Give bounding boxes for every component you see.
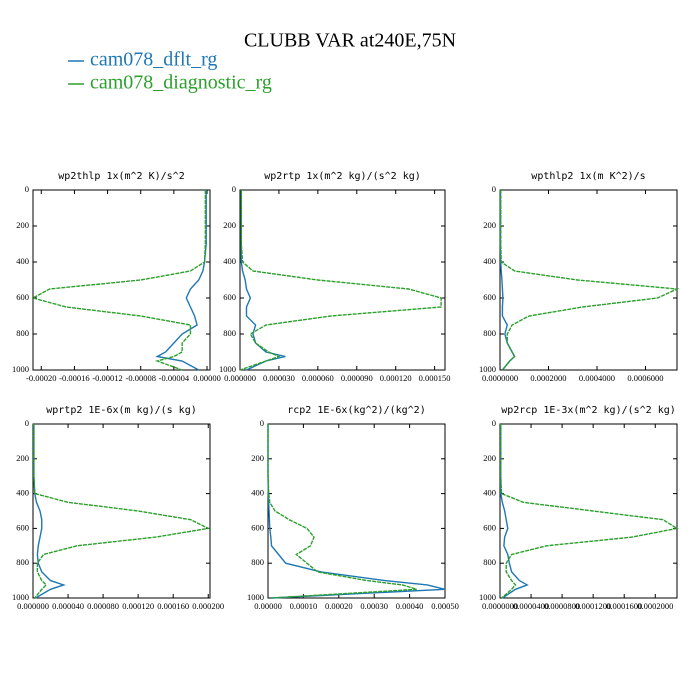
x-tick-label: 0.00020 (325, 601, 353, 611)
y-tick-label: 800 (16, 328, 29, 338)
plot-frame (499, 423, 678, 599)
y-tick-label: 1000 (479, 592, 496, 602)
x-tick-label: 0.000090 (341, 373, 373, 383)
y-tick-label: 200 (16, 220, 29, 230)
y-tick-label: 600 (483, 522, 496, 532)
y-tick-label: 400 (16, 488, 29, 498)
y-tick-label: 400 (16, 256, 29, 266)
x-tick-label: 0.000030 (263, 373, 295, 383)
profile-line (500, 190, 680, 371)
panel-title: wprtp2 1E-6x(m kg)/(s kg) (46, 405, 197, 416)
x-tick-label: -0.00004 (159, 373, 190, 383)
y-tick-label: 1000 (12, 364, 29, 374)
x-tick-label: 0.000060 (302, 373, 334, 383)
y-tick-label: 800 (483, 557, 496, 567)
panel-title: rcp2 1E-6x(kg^2)/(kg^2) (287, 405, 425, 416)
profile-line (500, 424, 679, 599)
x-tick-label: 0.0000400 (513, 601, 549, 611)
x-tick-label: 0.000150 (419, 373, 451, 383)
y-tick-label: 800 (223, 328, 236, 338)
profile-line (33, 424, 211, 599)
profile-line (31, 190, 207, 371)
y-tick-label: 0 (25, 418, 29, 428)
panel-title: wp2rcp 1E-3x(m^2 kg)/(s^2 kg) (501, 405, 676, 416)
plot-frame (32, 189, 211, 371)
panel-title: wpthlp2 1x(m K^2)/s (531, 171, 645, 182)
plot-frame (267, 423, 446, 599)
panel-title: wp2thlp 1x(m^2 K)/s^2 (58, 171, 184, 182)
y-tick-label: 0 (232, 184, 236, 194)
profile-line (33, 424, 66, 599)
y-tick-label: 1000 (12, 592, 29, 602)
plot-frame (32, 423, 211, 599)
x-tick-label: -0.00020 (26, 373, 56, 383)
y-tick-label: 800 (16, 557, 29, 567)
y-tick-label: 0 (260, 418, 264, 428)
y-tick-label: 400 (251, 488, 264, 498)
x-tick-label: 0.000160 (157, 601, 189, 611)
profile-line (239, 190, 442, 371)
x-tick-label: 0.000120 (122, 601, 154, 611)
y-tick-label: 600 (16, 292, 29, 302)
x-tick-label: 0.0000000 (482, 601, 518, 611)
x-tick-label: 0.000000 (224, 373, 256, 383)
y-tick-label: 0 (25, 184, 29, 194)
y-tick-label: 800 (483, 328, 496, 338)
y-tick-label: 800 (251, 557, 264, 567)
y-tick-label: 200 (251, 453, 264, 463)
y-tick-label: 0 (492, 418, 496, 428)
panel-title: wp2rtp 1x(m^2 kg)/(s^2 kg) (264, 171, 421, 182)
profile-line (267, 424, 417, 599)
x-tick-label: 0.000200 (192, 601, 224, 611)
y-tick-label: 200 (223, 220, 236, 230)
y-tick-label: 400 (483, 488, 496, 498)
x-tick-label: 0.00030 (360, 601, 388, 611)
legend-label: cam078_diagnostic_rg (90, 72, 272, 94)
y-tick-label: 600 (16, 522, 29, 532)
x-tick-label: 0.000000 (17, 601, 49, 611)
y-tick-label: 1000 (247, 592, 264, 602)
x-tick-label: 0.00000 (254, 601, 282, 611)
y-tick-label: 600 (483, 292, 496, 302)
plot-frame (499, 189, 678, 371)
y-tick-label: 600 (251, 522, 264, 532)
x-tick-label: 0.000080 (87, 601, 119, 611)
plot-frame (239, 189, 446, 371)
x-tick-label: 0.00050 (431, 601, 459, 611)
profile-line (155, 190, 207, 371)
y-tick-label: 400 (223, 256, 236, 266)
x-tick-label: 0.0004000 (579, 373, 615, 383)
x-tick-label: 0.0002000 (637, 601, 673, 611)
x-tick-label: -0.00012 (92, 373, 122, 383)
y-tick-label: 400 (483, 256, 496, 266)
y-tick-label: 200 (483, 220, 496, 230)
x-tick-label: 0.0000000 (482, 373, 518, 383)
y-tick-label: 0 (492, 184, 496, 194)
x-tick-label: 0.000040 (52, 601, 84, 611)
profile-line (240, 190, 286, 371)
legend-label: cam078_dflt_rg (90, 49, 217, 71)
x-tick-label: 0.00000 (193, 373, 221, 383)
y-tick-label: 1000 (219, 364, 236, 374)
x-tick-label: 0.0001200 (575, 601, 611, 611)
x-tick-label: 0.0006000 (627, 373, 663, 383)
y-tick-label: 600 (223, 292, 236, 302)
figure-title: CLUBB VAR at240E,75N (244, 30, 456, 52)
x-tick-label: 0.00010 (290, 601, 318, 611)
x-tick-label: 0.0001600 (606, 601, 642, 611)
x-tick-label: 0.00040 (396, 601, 424, 611)
profile-line (267, 424, 446, 599)
x-tick-label: -0.00016 (59, 373, 89, 383)
y-tick-label: 200 (483, 453, 496, 463)
y-tick-label: 1000 (479, 364, 496, 374)
x-tick-label: 0.0000800 (544, 601, 580, 611)
x-tick-label: 0.000120 (380, 373, 412, 383)
x-tick-label: -0.00008 (125, 373, 155, 383)
profile-line (500, 424, 529, 599)
x-tick-label: 0.0002000 (530, 373, 566, 383)
y-tick-label: 200 (16, 453, 29, 463)
